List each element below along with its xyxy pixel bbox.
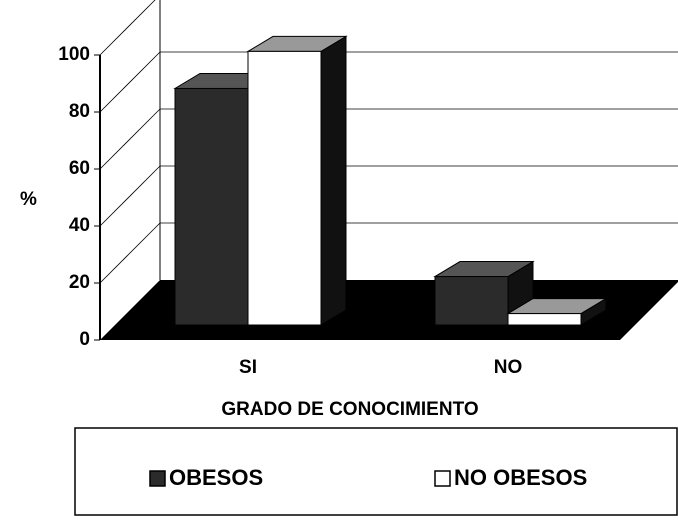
legend-swatch: [434, 470, 451, 487]
x-tick-label: SI: [239, 357, 257, 378]
y-tick-label: 0: [79, 329, 90, 350]
bar: [247, 50, 322, 326]
bar: [174, 87, 249, 326]
grid-line: [99, 165, 161, 227]
y-tick-label: 20: [69, 272, 90, 293]
x-tick-label: NO: [494, 357, 523, 378]
bar: [507, 313, 582, 326]
x-axis-label: GRADO DE CONOCIMIENTO: [221, 399, 478, 420]
grid-line: [99, 0, 156, 56]
grid-line: [99, 51, 161, 113]
y-tick-label: 40: [69, 215, 90, 236]
y-tick-label: 80: [69, 101, 90, 122]
bar: [434, 276, 509, 326]
legend-label: OBESOS: [169, 465, 263, 490]
bar-side: [320, 35, 347, 326]
y-tick-label: 100: [58, 44, 90, 65]
grid-line: [99, 222, 161, 284]
legend-swatch: [149, 470, 166, 487]
legend-label: NO OBESOS: [454, 465, 587, 490]
y-axis-label: %: [20, 189, 37, 210]
legend-box: [74, 427, 678, 516]
grid-line: [99, 108, 161, 170]
y-tick-label: 60: [69, 158, 90, 179]
